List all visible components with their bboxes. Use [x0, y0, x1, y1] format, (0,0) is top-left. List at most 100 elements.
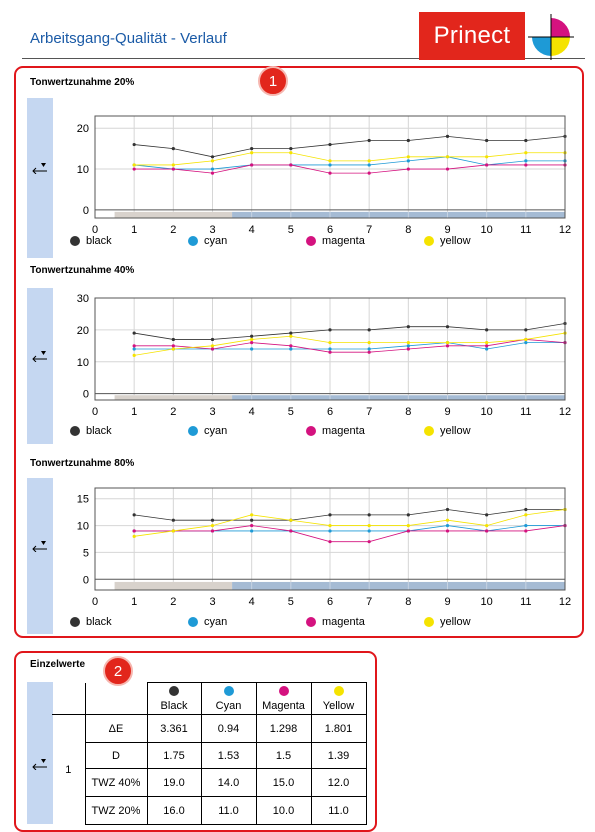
data-point-yellow: [328, 523, 332, 528]
data-point-cyan: [367, 347, 371, 351]
data-point-cyan: [406, 344, 410, 348]
data-point-magenta: [367, 540, 371, 544]
data-point-magenta: [210, 529, 215, 533]
data-point-black: [367, 513, 371, 517]
series-line-black: [134, 323, 566, 340]
table-cell: 1.39: [310, 742, 367, 769]
x-tick-label: 11: [520, 596, 531, 608]
data-point-black: [132, 513, 136, 517]
legend-label: magenta: [322, 235, 365, 247]
magenta-dot-icon: [278, 685, 289, 696]
plot-frame: [94, 115, 566, 219]
data-point-yellow: [328, 341, 332, 345]
data-point-magenta: [406, 167, 410, 171]
legend-item-cyan: cyan: [188, 425, 227, 437]
legend-item-cyan: cyan: [188, 235, 227, 247]
data-point-yellow: [485, 523, 489, 528]
data-point-black: [328, 142, 332, 147]
legend-label: black: [86, 425, 112, 437]
status-band-segment: [232, 395, 566, 400]
status-band-segment: [114, 395, 233, 400]
x-tick-label: 12: [559, 596, 571, 608]
x-tick-label: 2: [170, 596, 176, 608]
data-point-black: [524, 138, 528, 143]
data-point-black: [445, 134, 450, 138]
data-point-magenta: [132, 344, 136, 348]
data-point-cyan: [250, 529, 254, 533]
data-point-yellow: [210, 344, 215, 348]
table-cell: 14.0: [200, 768, 257, 797]
plot-frame: [94, 297, 566, 401]
series-line-yellow: [134, 152, 565, 166]
yellow-dot-icon: [424, 236, 434, 246]
data-point-magenta: [132, 529, 136, 533]
y-tick-label: 0: [83, 389, 89, 401]
x-tick-label: 9: [444, 406, 450, 418]
column-header-magenta: Magenta: [255, 682, 312, 715]
data-point-magenta: [524, 163, 528, 167]
data-point-yellow: [250, 513, 254, 517]
cyan-dot-icon: [223, 685, 234, 696]
data-point-black: [524, 507, 528, 512]
data-point-yellow: [524, 513, 528, 517]
data-point-black: [210, 155, 215, 159]
x-tick-label: 8: [405, 224, 411, 236]
x-tick-label: 10: [481, 406, 493, 418]
legend-label: yellow: [440, 425, 471, 437]
side-strip-table: [27, 682, 53, 824]
x-tick-label: 6: [327, 224, 333, 236]
header-divider: [22, 58, 585, 59]
legend-label: yellow: [440, 616, 471, 628]
table-row: TWZ 40% 19.0 14.0 15.0 12.0: [52, 768, 367, 797]
data-point-magenta: [171, 344, 175, 348]
x-tick-label: 1: [131, 596, 137, 608]
data-point-black: [406, 325, 410, 329]
data-point-magenta: [328, 540, 332, 544]
data-point-black: [328, 328, 332, 332]
column-header-black: Black: [146, 682, 202, 715]
data-point-magenta: [250, 163, 254, 167]
data-point-magenta: [289, 344, 293, 348]
data-point-cyan: [289, 347, 293, 351]
y-tick-label: 5: [83, 547, 89, 559]
status-band-segment: [232, 211, 566, 218]
data-point-magenta: [485, 163, 489, 167]
data-point-yellow: [171, 347, 175, 351]
status-band-segment: [114, 581, 233, 590]
table-cell: 16.0: [146, 796, 202, 825]
legend-item-yellow: yellow: [424, 425, 471, 437]
x-tick-label: 10: [481, 596, 493, 608]
table-cell: 15.0: [255, 768, 312, 797]
data-point-cyan: [210, 167, 215, 171]
data-point-cyan: [132, 347, 136, 351]
arrow-marker-icon: [32, 163, 47, 174]
data-point-black: [171, 147, 175, 151]
data-point-magenta: [445, 167, 450, 171]
data-point-black: [445, 325, 450, 329]
table-cell: 0.94: [200, 714, 257, 743]
data-point-cyan: [367, 163, 371, 167]
y-tick-label: 15: [77, 494, 89, 506]
status-band-segment: [232, 581, 566, 590]
data-point-yellow: [210, 159, 215, 163]
data-point-yellow: [524, 151, 528, 155]
color-wheel-icon: [528, 14, 574, 60]
data-point-yellow: [367, 523, 371, 528]
y-tick-label: 20: [77, 123, 89, 135]
table-cell: 10.0: [255, 796, 312, 825]
plot-frame: [94, 487, 566, 591]
x-tick-label: 6: [327, 596, 333, 608]
data-point-black: [445, 507, 450, 512]
x-tick-label: 12: [559, 224, 571, 236]
x-tick-label: 8: [405, 406, 411, 418]
table-cell: 1.298: [255, 714, 312, 743]
data-point-black: [210, 337, 215, 342]
side-strip-80: [27, 478, 53, 634]
data-point-yellow: [406, 155, 410, 159]
chart-title-80: Tonwertzunahme 80%: [30, 458, 135, 469]
data-point-yellow: [524, 337, 528, 342]
data-point-magenta: [171, 167, 175, 171]
data-point-black: [485, 513, 489, 517]
legend-item-magenta: magenta: [306, 425, 365, 437]
